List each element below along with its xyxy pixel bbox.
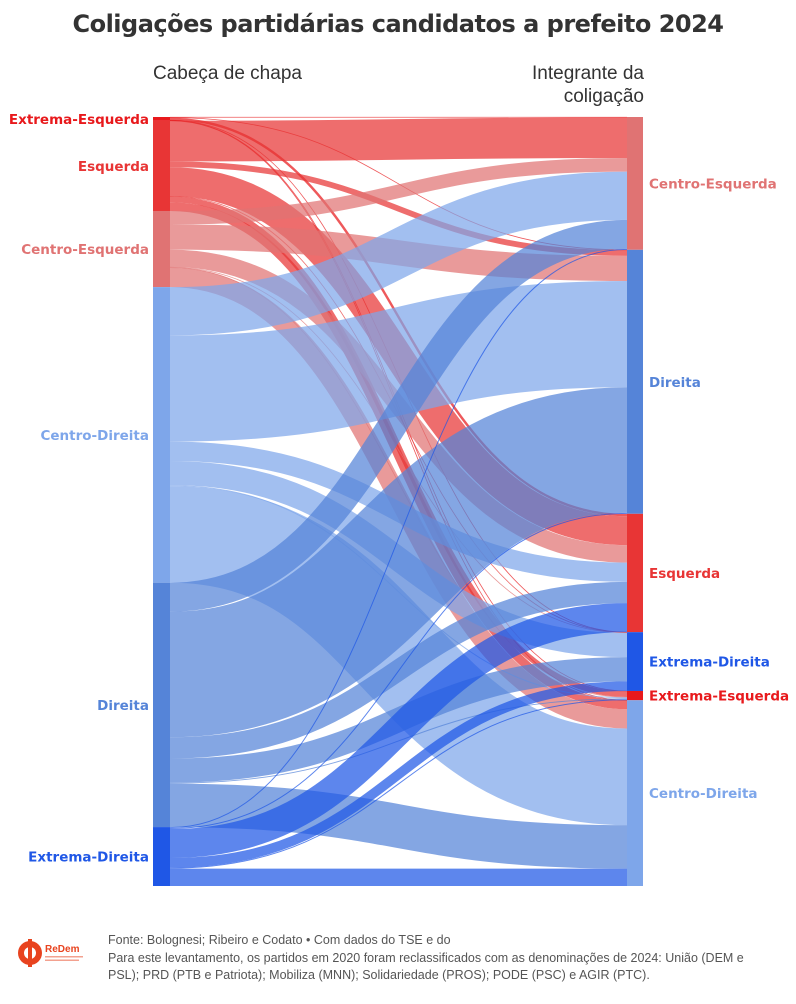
sankey-labels: Extrema-Esquerda Esquerda Centro-Esquerda C…: [9, 112, 789, 866]
logo-bar-icon: [28, 939, 32, 967]
link-centro-direita-to-centro-esquerda: [169, 171, 628, 336]
link-extrema-direita-to-centro-esquerda: [169, 248, 628, 829]
target-node-centro-esquerda: [627, 117, 643, 250]
target-node-direita: [627, 249, 643, 514]
link-direita-to-centro-esquerda: [169, 219, 628, 612]
right-column-header: Integrante da coligação: [532, 63, 644, 107]
target-label-esquerda: Esquerda: [649, 566, 720, 582]
target-node-centro-direita: [627, 700, 643, 886]
source-node-esquerda: [153, 120, 170, 211]
source-node-extrema-esquerda: [153, 117, 170, 121]
target-label-centro-direita: Centro-Direita: [649, 786, 758, 802]
source-node-centro-direita: [153, 287, 170, 583]
target-node-extrema-direita: [627, 632, 643, 691]
logo-line-icon: [45, 956, 83, 958]
link-extrema-direita-to-extrema-direita: [169, 681, 628, 868]
sankey-links: [168, 116, 629, 886]
target-label-extrema-direita: Extrema-Direita: [649, 655, 770, 671]
source-label-centro-direita: Centro-Direita: [40, 428, 149, 444]
link-extrema-direita-to-direita: [169, 512, 628, 830]
logo-text: ReDem: [45, 944, 80, 955]
target-node-extrema-esquerda: [627, 690, 643, 701]
target-label-extrema-esquerda: Extrema-Esquerda: [649, 689, 789, 705]
logo-line-icon: [45, 959, 79, 961]
source-label-direita: Direita: [97, 698, 149, 714]
source-node-direita: [153, 582, 170, 828]
link-centro-esquerda-to-centro-esquerda: [169, 158, 628, 225]
redem-logo: ReDem: [18, 939, 83, 967]
footer-source: Fonte: Bolognesi; Ribeiro e Codato • Com…: [108, 933, 451, 947]
target-label-direita: Direita: [649, 375, 701, 391]
sankey-nodes: [153, 117, 643, 886]
link-esquerda-to-centro-esquerda: [169, 117, 628, 162]
link-centro-direita-to-direita: [169, 281, 628, 442]
source-node-centro-esquerda: [153, 210, 170, 288]
link-centro-direita-to-centro-direita: [168, 486, 629, 826]
target-node-esquerda: [627, 513, 643, 633]
link-extrema-direita-to-esquerda: [169, 603, 628, 858]
source-label-centro-esquerda: Centro-Esquerda: [21, 242, 149, 258]
source-label-esquerda: Esquerda: [78, 159, 149, 175]
link-direita-to-direita: [168, 387, 629, 738]
chart-title: Coligações partidárias candidatos a pref…: [72, 10, 724, 38]
left-column-header: Cabeça de chapa: [153, 63, 302, 84]
source-node-extrema-direita: [153, 827, 170, 886]
source-label-extrema-direita: Extrema-Direita: [28, 850, 149, 866]
link-extrema-direita-to-extrema-esquerda: [169, 699, 628, 869]
link-direita-to-centro-direita: [169, 783, 628, 869]
footer: Fonte: Bolognesi; Ribeiro e Codato • Com…: [108, 932, 778, 985]
target-label-centro-esquerda: Centro-Esquerda: [649, 176, 777, 192]
footer-note: Para este levantamento, os partidos em 2…: [108, 950, 744, 983]
source-label-extrema-esquerda: Extrema-Esquerda: [9, 112, 149, 128]
